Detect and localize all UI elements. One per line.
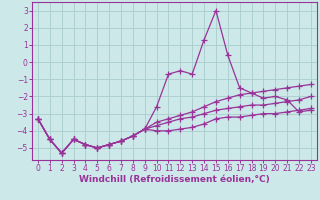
X-axis label: Windchill (Refroidissement éolien,°C): Windchill (Refroidissement éolien,°C) [79, 175, 270, 184]
